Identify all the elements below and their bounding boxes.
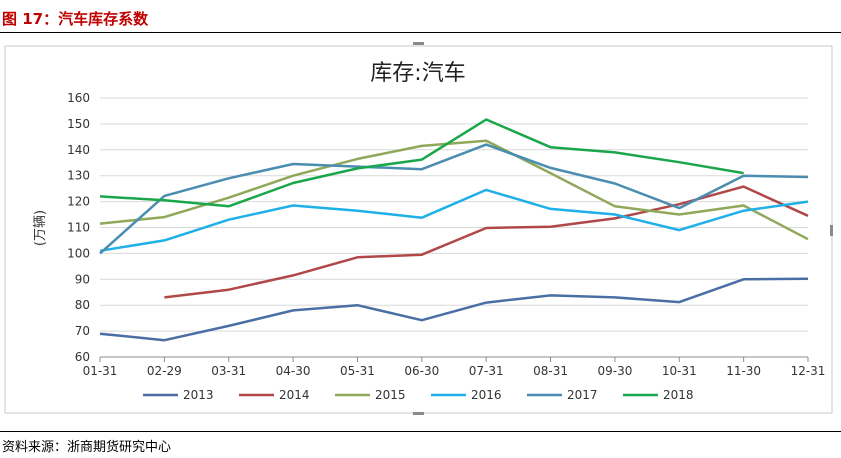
legend-label-2018: 2018 bbox=[663, 388, 694, 402]
x-tick-label-09-30: 09-30 bbox=[597, 364, 632, 378]
y-tick-label-140: 140 bbox=[67, 143, 90, 157]
y-tick-label-60: 60 bbox=[75, 350, 90, 364]
series-line-2017 bbox=[99, 143, 809, 255]
source-note: 资料来源：浙商期货研究中心 bbox=[2, 440, 172, 455]
y-axis-label: (万辆) bbox=[33, 210, 48, 246]
y-tick-label-150: 150 bbox=[67, 117, 90, 131]
x-tick-label-12-31: 12-31 bbox=[791, 364, 826, 378]
x-tick-label-04-30: 04-30 bbox=[276, 364, 311, 378]
y-tick-label-80: 80 bbox=[75, 298, 90, 312]
axes: 60 70 80 90 100 110 120 130 140 150 160 01-31 02-29 0… bbox=[67, 91, 825, 378]
resize-handle-right[interactable] bbox=[830, 225, 833, 236]
y-tick-label-130: 130 bbox=[67, 169, 90, 183]
y-tick-label-120: 120 bbox=[67, 195, 90, 209]
legend-label-2015: 2015 bbox=[375, 388, 406, 402]
x-tick-label-06-30: 06-30 bbox=[404, 364, 439, 378]
series-lines bbox=[99, 118, 809, 342]
legend-label-2014: 2014 bbox=[279, 388, 310, 402]
legend-label-2016: 2016 bbox=[471, 388, 502, 402]
x-tick-label-10-31: 10-31 bbox=[662, 364, 697, 378]
resize-handle-bottom[interactable] bbox=[413, 412, 424, 415]
legend-label-2017: 2017 bbox=[567, 388, 598, 402]
x-tick-label-11-30: 11-30 bbox=[726, 364, 761, 378]
legend-label-2013: 2013 bbox=[183, 388, 214, 402]
y-tick-label-70: 70 bbox=[75, 324, 90, 338]
y-tick-label-100: 100 bbox=[67, 246, 90, 260]
resize-handle-top[interactable] bbox=[413, 42, 424, 45]
x-tick-label-08-31: 08-31 bbox=[533, 364, 568, 378]
top-rule bbox=[0, 32, 841, 33]
x-tick-label-01-31: 01-31 bbox=[83, 364, 118, 378]
series-line-2013 bbox=[99, 277, 809, 342]
y-tick-label-160: 160 bbox=[67, 91, 90, 105]
y-tick-label-90: 90 bbox=[75, 272, 90, 286]
legend: 2013 2014 2015 2016 2017 2018 bbox=[143, 388, 694, 402]
series-line-2015 bbox=[99, 139, 809, 241]
chart-area[interactable] bbox=[4, 45, 833, 414]
series-line-2018 bbox=[99, 118, 744, 208]
chart-title: 库存:汽车 bbox=[370, 61, 465, 86]
x-tick-label-02-29: 02-29 bbox=[147, 364, 182, 378]
x-tick-label-03-31: 03-31 bbox=[211, 364, 246, 378]
series-line-2016 bbox=[99, 188, 809, 253]
x-tick-label-07-31: 07-31 bbox=[469, 364, 504, 378]
y-tick-label-110: 110 bbox=[67, 221, 90, 235]
bottom-rule bbox=[0, 431, 841, 432]
figure-title: 图 17：汽车库存系数 bbox=[2, 10, 149, 28]
x-tick-label-05-31: 05-31 bbox=[340, 364, 375, 378]
